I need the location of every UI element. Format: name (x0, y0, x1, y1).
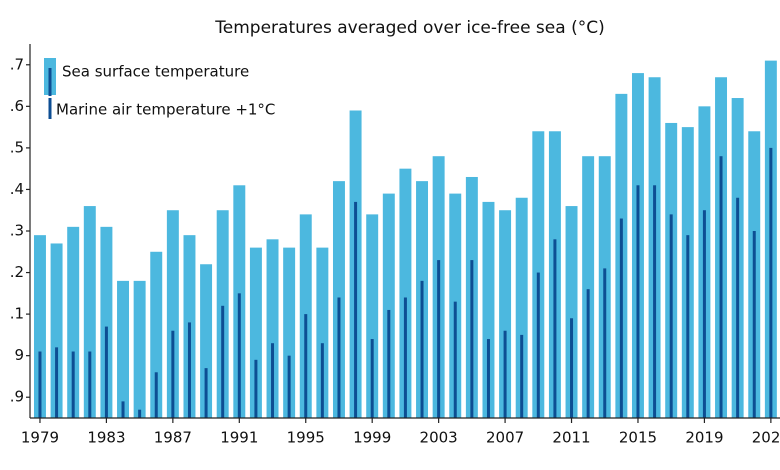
bar (736, 197, 740, 418)
bar (133, 280, 146, 418)
bar (582, 156, 595, 418)
bar (33, 235, 46, 418)
bar (316, 247, 329, 418)
bar (387, 309, 391, 418)
bar (138, 409, 142, 418)
legend-swatch (48, 68, 52, 96)
bar (536, 272, 540, 418)
y-tick-label: .4 (10, 180, 24, 198)
y-tick-label: .1 (10, 305, 24, 323)
bar (271, 343, 275, 418)
bar (669, 214, 673, 418)
x-tick-label: 1983 (87, 429, 125, 447)
x-tick-label: 1991 (220, 429, 258, 447)
bar (752, 231, 756, 418)
bar (399, 168, 412, 418)
bar (83, 206, 96, 418)
bar (204, 368, 208, 418)
bar (67, 226, 80, 418)
bar (470, 260, 474, 418)
bar (769, 147, 773, 418)
x-tick-label: 2023 (752, 429, 780, 447)
bar (482, 201, 495, 418)
bar (287, 355, 291, 418)
bar (55, 347, 59, 418)
bar (520, 334, 524, 418)
bar (437, 260, 441, 418)
bar (187, 322, 191, 418)
bar (382, 193, 395, 418)
x-tick-label: 1995 (287, 429, 325, 447)
bar (515, 197, 528, 418)
y-tick-label: .7 (10, 55, 24, 73)
bar (366, 214, 379, 418)
bar (486, 339, 490, 418)
bar (249, 247, 262, 418)
bar (686, 235, 690, 418)
y-tick-label: .6 (10, 97, 24, 115)
bar (166, 210, 179, 418)
bar (503, 330, 507, 418)
bar (237, 293, 241, 418)
bar (200, 264, 213, 418)
chart-title: Temperatures averaged over ice-free sea … (214, 18, 604, 38)
bar (653, 185, 657, 418)
x-tick-label: 2015 (619, 429, 657, 447)
bar (266, 239, 279, 418)
bar (499, 210, 512, 418)
legend-label: Marine air temperature +1°C (56, 101, 275, 119)
y-tick-label: .2 (10, 263, 24, 281)
bar (553, 239, 557, 418)
bar (221, 305, 225, 418)
bar (283, 247, 296, 418)
y-tick-label: .3 (10, 222, 24, 240)
bar (104, 326, 108, 418)
bar (586, 289, 590, 418)
bar (171, 330, 175, 418)
bar (88, 351, 92, 418)
bar (50, 243, 63, 418)
y-tick-label: 9 (14, 346, 24, 364)
bar (320, 343, 324, 418)
x-tick-label: 1987 (154, 429, 192, 447)
bar (100, 226, 113, 418)
bar (71, 351, 75, 418)
bar (603, 268, 607, 418)
x-tick-label: 1979 (21, 429, 59, 447)
x-tick-label: 2011 (552, 429, 590, 447)
bar (636, 185, 640, 418)
bar (254, 359, 258, 418)
y-tick-label: .5 (10, 138, 24, 156)
bar (565, 206, 578, 418)
bar (304, 314, 308, 418)
bar (370, 339, 374, 418)
bar (121, 401, 125, 418)
bar (403, 297, 407, 418)
bar (354, 201, 358, 418)
legend-label: Sea surface temperature (62, 63, 249, 81)
bar (570, 318, 574, 418)
bar (719, 156, 723, 418)
bar (154, 372, 158, 418)
legend-swatch (48, 98, 52, 119)
bar (38, 351, 42, 418)
bar (420, 280, 424, 418)
bar (117, 280, 130, 418)
x-tick-label: 2003 (420, 429, 458, 447)
bar (150, 251, 163, 418)
bar (337, 297, 341, 418)
x-tick-label: 2019 (685, 429, 723, 447)
y-tick-label: .9 (10, 388, 24, 406)
bar (453, 301, 457, 418)
x-tick-label: 2007 (486, 429, 524, 447)
x-tick-label: 1999 (353, 429, 391, 447)
bar (702, 210, 706, 418)
bar (619, 218, 623, 418)
